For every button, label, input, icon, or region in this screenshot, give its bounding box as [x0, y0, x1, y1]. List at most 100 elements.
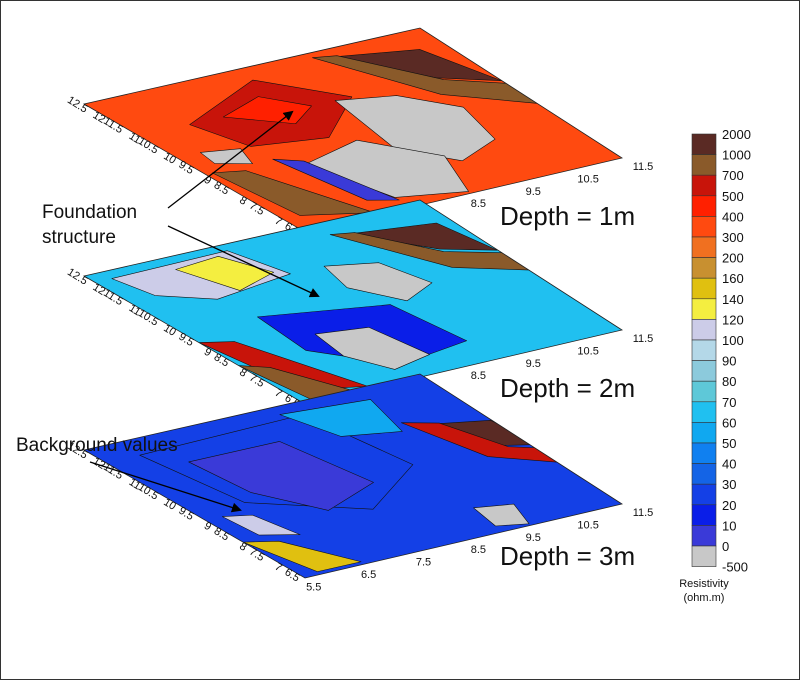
slice-3-y-tick-12: 12	[91, 455, 108, 472]
colorbar-swatch-140	[691, 298, 717, 320]
slice-3-y-tick-8: 8	[237, 540, 249, 553]
slice-outline-1	[82, 27, 624, 233]
colorbar-label--500: -500	[722, 560, 748, 575]
depth-label-2: Depth = 2m	[500, 373, 635, 403]
colorbar-label-140: 140	[722, 292, 744, 307]
slice-3-contour-region-2	[188, 441, 374, 511]
arrow-to-2m-anomaly	[167, 225, 320, 298]
colorbar-label-700: 700	[722, 168, 744, 183]
slice-1-y-tick-9: 9	[202, 174, 214, 187]
slice-2-x-tick-8.5: 8.5	[471, 370, 486, 382]
colorbar-label-60: 60	[722, 415, 736, 430]
slice-2-y-tick-12: 12	[91, 281, 108, 298]
depth-slice-2: 6.577.588.599.51010.51111.51212.55.56.57…	[65, 199, 654, 419]
colorbar-label-20: 20	[722, 498, 736, 513]
colorbar-swatch-90	[691, 360, 717, 382]
annotation-foundation-line1: Foundation	[42, 202, 137, 223]
slice-1-y-tick-7: 7	[273, 215, 285, 228]
colorbar-swatch-50	[691, 442, 717, 464]
slice-1-y-tick-12: 12	[91, 109, 108, 126]
colorbar-swatch-700	[691, 174, 717, 197]
colorbar-swatch-200	[691, 257, 717, 279]
colorbar-swatch-60	[691, 422, 717, 444]
slice-2-y-tick-10: 10	[161, 322, 178, 339]
depth-label-3: Depth = 3m	[500, 541, 635, 571]
colorbar-swatch-0	[691, 545, 717, 567]
colorbar-swatch-120	[691, 319, 717, 341]
colorbar-swatch-400	[691, 216, 717, 238]
colorbar-label-120: 120	[722, 312, 744, 327]
slice-2-y-tick-8: 8	[237, 366, 249, 379]
colorbar-label-500: 500	[722, 189, 744, 204]
colorbar-label-90: 90	[722, 354, 736, 369]
slice-1-y-tick-10: 10	[161, 150, 178, 167]
colorbar-swatch-30	[691, 483, 717, 506]
colorbar-label-40: 40	[722, 457, 736, 472]
slice-2-contour-region-2	[175, 256, 275, 291]
colorbar-swatch-80	[691, 380, 717, 403]
slice-2-x-tick-9.5: 9.5	[526, 358, 541, 370]
colorbar-swatch-300	[691, 236, 717, 258]
annotation-background-text: Background values	[16, 435, 178, 456]
annotation-foundation: Foundation structure	[42, 110, 320, 298]
colorbar-label-10: 10	[722, 518, 736, 533]
slice-1-y-tick-8: 8	[237, 194, 249, 207]
annotation-foundation-line2: structure	[42, 227, 116, 248]
slice-contours-3	[139, 399, 576, 572]
colorbar: 2000100070050040030020016014012010090807…	[679, 127, 751, 604]
colorbar-label-100: 100	[722, 333, 744, 348]
slice-3-x-tick-6.5: 6.5	[361, 569, 376, 581]
colorbar-label-30: 30	[722, 477, 736, 492]
colorbar-swatch-2000	[691, 133, 717, 155]
slice-2-x-tick-11.5: 11.5	[633, 333, 654, 345]
colorbar-swatch-100	[691, 339, 717, 361]
slice-outline-2	[82, 199, 624, 405]
slice-3-x-tick-5.5: 5.5	[306, 581, 321, 593]
slice-3-x-tick-7.5: 7.5	[416, 557, 431, 569]
slice-3-contour-region-3	[279, 399, 403, 437]
colorbar-swatch-1000	[691, 154, 717, 176]
slice-1-y-tick-11: 11	[127, 130, 143, 146]
colorbar-label-300: 300	[722, 230, 744, 245]
colorbar-unit: (ohm.m)	[684, 592, 725, 604]
colorbar-swatch-70	[691, 401, 717, 423]
colorbar-swatch-20	[691, 504, 717, 526]
annotation-background: Background values	[16, 435, 242, 513]
colorbar-label-2000: 2000	[722, 127, 751, 142]
colorbar-label-400: 400	[722, 209, 744, 224]
colorbar-label-160: 160	[722, 271, 744, 286]
depth-slices: 6.577.588.599.51010.51111.51212.55.56.57…	[65, 27, 654, 593]
colorbar-label-70: 70	[722, 395, 736, 410]
slice-1-x-tick-10.5: 10.5	[577, 173, 598, 185]
slice-3-contour-region-6	[473, 503, 530, 527]
colorbar-swatch-40	[691, 463, 717, 485]
depth-slice-3: 6.577.588.599.51010.51111.51212.55.56.57…	[65, 373, 654, 593]
colorbar-label-0: 0	[722, 539, 729, 554]
slice-outline-3	[82, 373, 624, 579]
colorbar-label-80: 80	[722, 374, 736, 389]
slice-3-x-tick-10.5: 10.5	[577, 519, 598, 531]
slice-2-x-tick-10.5: 10.5	[577, 345, 598, 357]
slice-2-y-tick-9: 9	[202, 346, 214, 359]
slice-3-x-tick-8.5: 8.5	[471, 544, 486, 556]
slice-1-x-tick-8.5: 8.5	[471, 198, 486, 210]
slice-surface-2	[84, 200, 622, 404]
slice-3-x-tick-9.5: 9.5	[526, 532, 541, 544]
depth-slice-1: 6.577.588.599.51010.51111.51212.55.56.57…	[65, 27, 654, 247]
colorbar-label-50: 50	[722, 436, 736, 451]
slice-2-contour-region-5	[323, 262, 433, 302]
slice-3-contour-region-8	[222, 514, 301, 536]
slice-1-x-tick-11.5: 11.5	[633, 161, 654, 173]
arrow-to-background	[89, 461, 242, 513]
slice-1-contour-region-7	[272, 158, 400, 201]
slice-3-y-tick-7: 7	[273, 561, 285, 574]
colorbar-label-200: 200	[722, 251, 744, 266]
slice-3-y-tick-9: 9	[202, 520, 214, 533]
colorbar-swatch-500	[691, 195, 717, 217]
colorbar-title: Resistivity	[679, 578, 729, 590]
colorbar-label-1000: 1000	[722, 148, 751, 163]
slice-3-contour-region-7	[242, 540, 362, 572]
slice-2-y-tick-7: 7	[273, 387, 285, 400]
slice-3-x-tick-11.5: 11.5	[633, 507, 654, 519]
